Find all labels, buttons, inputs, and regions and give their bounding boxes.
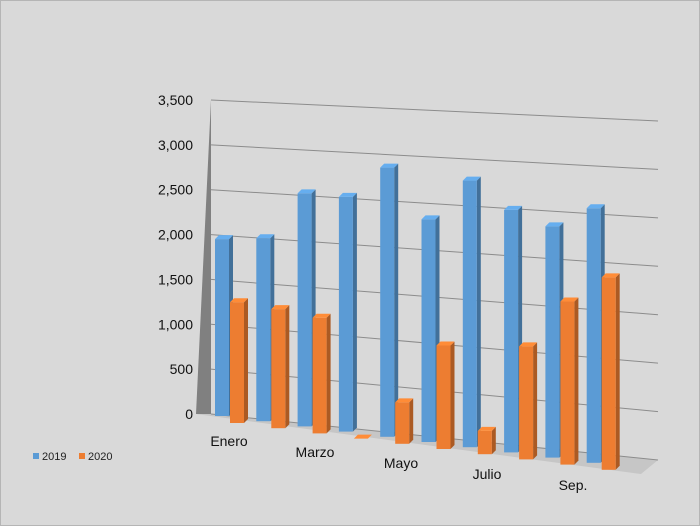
bar-2020-6 xyxy=(477,426,496,455)
y-tick-label: 1,000 xyxy=(158,316,193,332)
chart-side-wall xyxy=(196,100,211,414)
legend-swatch xyxy=(79,453,85,459)
y-tick-label: 1,500 xyxy=(158,271,193,287)
bar-2020-3 xyxy=(353,434,372,439)
legend-label: 2020 xyxy=(88,451,112,463)
bar-2020-5 xyxy=(436,341,455,449)
chart-floor xyxy=(196,414,658,474)
y-tick-label: 2,500 xyxy=(158,182,193,198)
bar-2020-1 xyxy=(271,305,290,429)
x-category-label: Marzo xyxy=(296,444,335,460)
x-category-label: Sep. xyxy=(559,477,588,493)
gridline xyxy=(210,99,659,122)
y-axis-ticks: 0 500 1,000 1,500 2,000 2,500 3,000 3,500 xyxy=(158,92,193,422)
bar-2019-3 xyxy=(338,192,357,432)
gridline xyxy=(210,144,659,170)
y-tick-label: 3,000 xyxy=(158,137,193,153)
bar-2020-7 xyxy=(519,342,538,460)
x-category-label: Julio xyxy=(473,466,502,482)
y-tick-label: 2,000 xyxy=(158,227,193,243)
bar-2019-6 xyxy=(462,176,481,448)
x-category-label: Mayo xyxy=(384,455,418,471)
y-tick-label: 3,500 xyxy=(158,92,193,108)
y-tick-label: 0 xyxy=(185,406,193,422)
legend-swatch xyxy=(33,453,39,459)
x-axis-labels: Enero Marzo Mayo Julio Sep. xyxy=(210,433,587,493)
legend-label: 2019 xyxy=(42,451,66,463)
legend: 2019 2020 xyxy=(33,451,112,463)
bar-2020-0 xyxy=(230,298,248,423)
bar-2020-8 xyxy=(560,297,579,465)
gridline xyxy=(210,189,659,219)
bar-2020-2 xyxy=(312,313,331,434)
bar-2019-4 xyxy=(380,163,399,437)
y-tick-label: 500 xyxy=(170,361,194,377)
x-category-label: Enero xyxy=(210,433,248,449)
bars xyxy=(215,163,620,470)
bar-2020-9 xyxy=(601,273,620,470)
bar-2020-4 xyxy=(395,398,414,444)
